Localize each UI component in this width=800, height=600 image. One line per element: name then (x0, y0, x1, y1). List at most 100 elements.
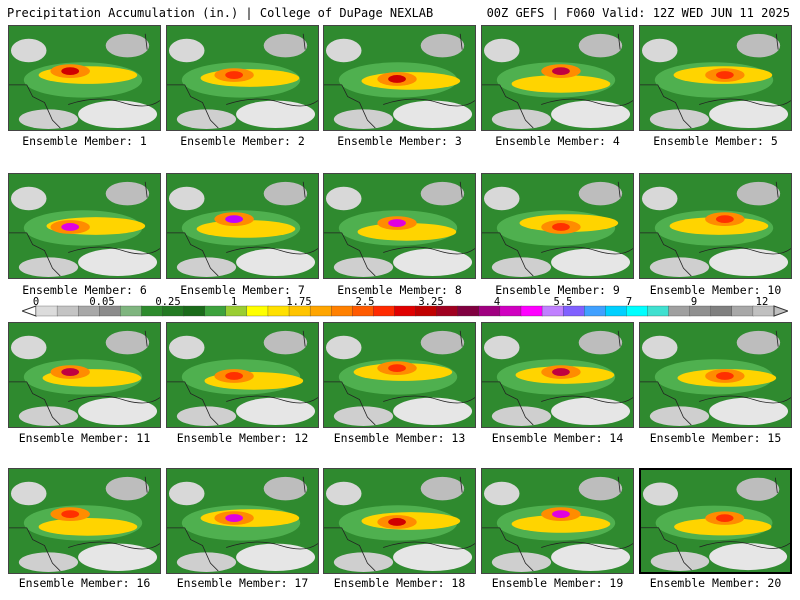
dry-area (551, 248, 631, 277)
ensemble-member-map[interactable] (323, 468, 476, 574)
ensemble-member-label: Ensemble Member: 12 (176, 431, 309, 445)
dry-area (18, 257, 79, 278)
dry-area (393, 397, 473, 426)
dry-area (105, 330, 150, 355)
ensemble-member-map[interactable] (323, 173, 476, 279)
dry-area (578, 33, 623, 58)
ensemble-member-map[interactable] (8, 25, 161, 131)
dry-area (236, 397, 316, 426)
state-border (482, 381, 534, 426)
dry-area (78, 543, 158, 572)
run-valid-time: 00Z GEFS | F060 Valid: 12Z WED JUN 11 20… (486, 6, 790, 20)
ensemble-member-map[interactable] (8, 322, 161, 428)
dry-area (18, 552, 79, 573)
state-border (775, 181, 779, 198)
state-border (144, 33, 148, 50)
coastline (68, 395, 160, 404)
dry-area (551, 397, 631, 426)
ensemble-member-map[interactable] (481, 468, 634, 574)
dry-area (393, 248, 473, 277)
ensemble-member-map[interactable] (481, 25, 634, 131)
state-border (167, 381, 219, 426)
colorbar-swatch (56, 305, 79, 317)
ensemble-member-map[interactable] (639, 468, 792, 574)
dry-area (10, 335, 47, 360)
coastline (383, 246, 475, 255)
dry-area (551, 100, 631, 129)
dry-area (10, 38, 47, 63)
precip-peak (552, 223, 570, 231)
precip-band (669, 217, 769, 235)
state-border (324, 381, 376, 426)
dry-area (325, 481, 362, 506)
dry-area (420, 476, 465, 501)
ensemble-member-label: Ensemble Member: 18 (333, 576, 466, 590)
colorbar-tick-label: 7 (625, 296, 633, 308)
colorbar (22, 305, 788, 317)
state-border (640, 84, 692, 129)
precip-band (511, 515, 611, 533)
ensemble-member-label: Ensemble Member: 8 (337, 283, 462, 297)
dry-area (709, 100, 789, 129)
state-border (459, 33, 463, 50)
dry-area (483, 38, 520, 63)
dry-area (649, 109, 710, 130)
colorbar-swatch (520, 305, 543, 317)
ensemble-member-map[interactable] (166, 173, 319, 279)
ensemble-member-map[interactable] (166, 25, 319, 131)
dry-area (333, 109, 394, 130)
state-border (302, 33, 306, 50)
colorbar-swatch (647, 305, 670, 317)
dry-area (649, 406, 710, 427)
ensemble-member-map[interactable] (639, 25, 792, 131)
dry-area (641, 38, 678, 63)
state-border (144, 330, 148, 347)
precip-band (196, 220, 296, 238)
coastline (226, 246, 318, 255)
state-border (9, 381, 61, 426)
dry-area (176, 406, 237, 427)
ensemble-member-map[interactable] (166, 468, 319, 574)
colorbar-swatch (120, 305, 143, 317)
dry-area (333, 257, 394, 278)
dry-area (10, 186, 47, 211)
ensemble-member-map[interactable] (8, 173, 161, 279)
dry-area (491, 552, 552, 573)
dry-area (420, 181, 465, 206)
header: Precipitation Accumulation (in.) | Colle… (0, 0, 800, 22)
ensemble-member-map[interactable] (323, 322, 476, 428)
colorbar-swatch (246, 305, 269, 317)
dry-area (578, 476, 623, 501)
coastline (541, 246, 633, 255)
colorbar-tick-label: 5.5 (553, 296, 573, 308)
ensemble-member-label: Ensemble Member: 11 (18, 431, 151, 445)
dry-area (483, 335, 520, 360)
precip-band (511, 75, 611, 93)
ensemble-member-map[interactable] (166, 322, 319, 428)
coastline (541, 395, 633, 404)
ensemble-member-map[interactable] (481, 322, 634, 428)
coastline (68, 541, 160, 550)
state-border (302, 476, 306, 493)
coastline (699, 541, 790, 549)
dry-area (420, 330, 465, 355)
ensemble-member-map[interactable] (639, 173, 792, 279)
dry-area (333, 552, 394, 573)
ensemble-member-map[interactable] (323, 25, 476, 131)
ensemble-member-label: Ensemble Member: 2 (180, 134, 305, 148)
ensemble-member-map[interactable] (639, 322, 792, 428)
dry-area (420, 33, 465, 58)
ensemble-member-map[interactable] (8, 468, 161, 574)
coastline (541, 541, 633, 550)
ensemble-member-map[interactable] (481, 173, 634, 279)
colorbar-swatch (457, 305, 480, 317)
state-border (775, 477, 778, 494)
coastline (383, 395, 475, 404)
coastline (226, 395, 318, 404)
dry-area (176, 552, 237, 573)
state-border (775, 330, 779, 347)
coastline (68, 98, 160, 107)
dry-area (263, 33, 308, 58)
state-border (641, 527, 692, 571)
state-border (9, 527, 61, 572)
